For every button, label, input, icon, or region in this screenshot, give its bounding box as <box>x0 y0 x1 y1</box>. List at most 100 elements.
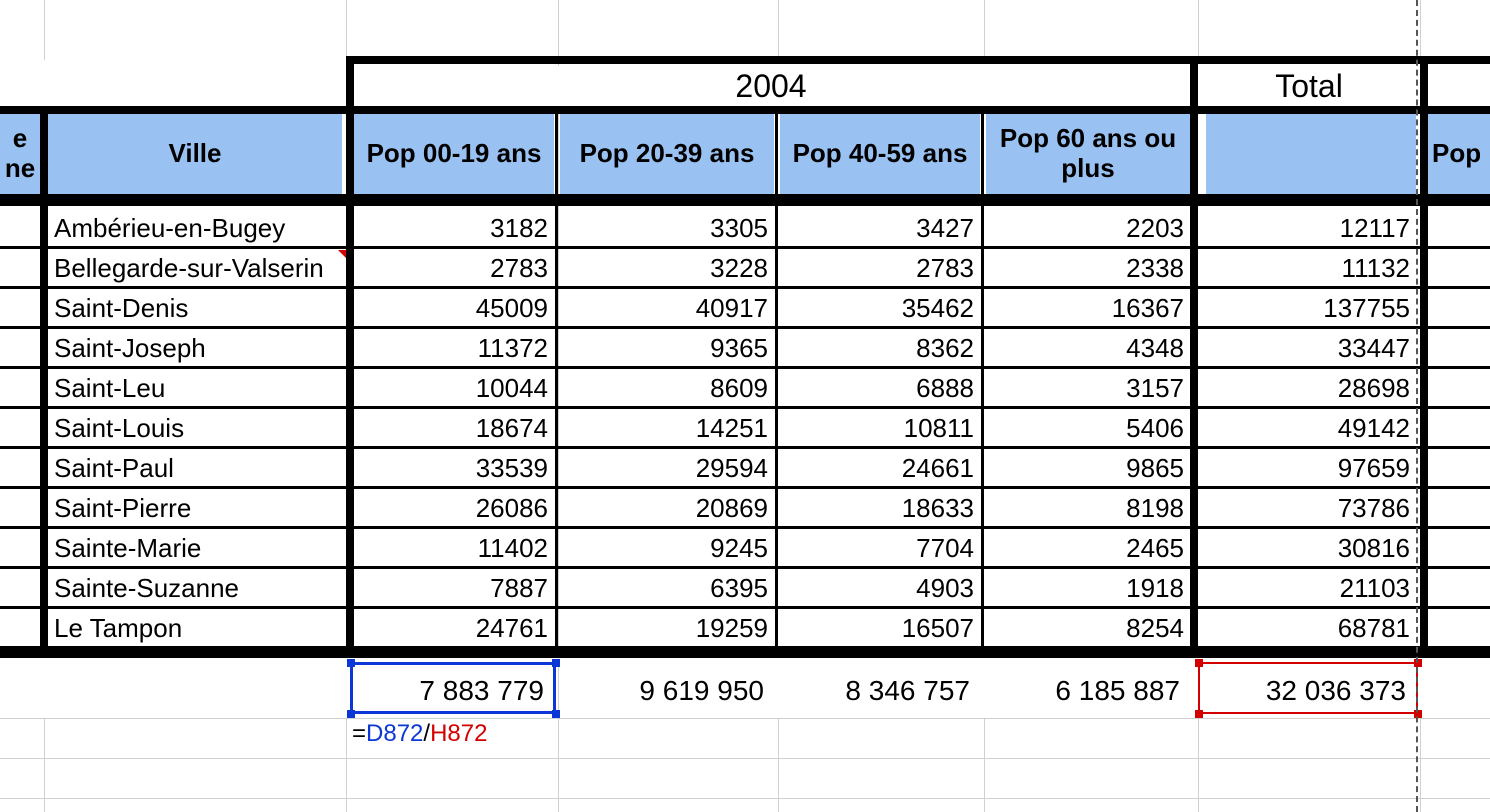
cell-total[interactable]: 12117 <box>1206 210 1416 246</box>
cell-ville[interactable]: Saint-Pierre <box>48 490 346 526</box>
header-colA[interactable]: e ne <box>0 114 40 194</box>
cell-pop2[interactable]: 6888 <box>780 370 980 406</box>
cell-total[interactable]: 97659 <box>1206 450 1416 486</box>
cell-pop2[interactable]: 16507 <box>780 610 980 646</box>
cell-pop1[interactable]: 9365 <box>560 330 774 366</box>
cell-pop3[interactable]: 2465 <box>986 530 1190 566</box>
formula-ref1: D872 <box>366 720 423 747</box>
totals-pop2[interactable]: 8 346 757 <box>780 670 980 712</box>
cell-pop1[interactable]: 6395 <box>560 570 774 606</box>
header-pop1[interactable]: Pop 20-39 ans <box>560 114 774 194</box>
cell-ville[interactable]: Saint-Joseph <box>48 330 346 366</box>
comment-indicator-icon[interactable] <box>338 250 346 258</box>
header-pop2[interactable]: Pop 40-59 ans <box>780 114 980 194</box>
total-title[interactable]: Total <box>1206 66 1412 106</box>
selection-handle[interactable] <box>347 659 355 667</box>
cell-total[interactable]: 33447 <box>1206 330 1416 366</box>
cell-pop1[interactable]: 40917 <box>560 290 774 326</box>
cell-pop3[interactable]: 4348 <box>986 330 1190 366</box>
cell-ville[interactable]: Le Tampon <box>48 610 346 646</box>
selection-handle[interactable] <box>1195 659 1203 667</box>
totals-grand[interactable]: 32 036 373 <box>1206 670 1416 712</box>
header-popH[interactable]: Pop <box>1428 114 1490 194</box>
cell-pop0[interactable]: 24761 <box>354 610 554 646</box>
cell-ville[interactable]: Saint-Louis <box>48 410 346 446</box>
cell-pop1[interactable]: 14251 <box>560 410 774 446</box>
cell-pop1[interactable]: 19259 <box>560 610 774 646</box>
year-title[interactable]: 2004 <box>358 66 1184 106</box>
totals-pop0[interactable]: 7 883 779 <box>354 670 554 712</box>
header-pop0[interactable]: Pop 00-19 ans <box>354 114 554 194</box>
header-ville[interactable]: Ville <box>48 114 342 194</box>
cell-ville[interactable]: Sainte-Suzanne <box>48 570 346 606</box>
cell-pop2[interactable]: 24661 <box>780 450 980 486</box>
cell-pop0[interactable]: 45009 <box>354 290 554 326</box>
formula-text: =D872/H872 <box>352 720 487 748</box>
cell-pop1[interactable]: 8609 <box>560 370 774 406</box>
cell-total[interactable]: 30816 <box>1206 530 1416 566</box>
cell-pop3[interactable]: 2338 <box>986 250 1190 286</box>
spreadsheet-viewport[interactable]: { "layout": { "cols": { "leftEdge": 0, "… <box>0 0 1490 812</box>
cell-pop0[interactable]: 2783 <box>354 250 554 286</box>
selection-handle[interactable] <box>347 710 355 718</box>
cell-pop0[interactable]: 7887 <box>354 570 554 606</box>
selection-handle[interactable] <box>552 659 560 667</box>
border <box>0 646 1490 658</box>
cell-total[interactable]: 11132 <box>1206 250 1416 286</box>
border <box>555 206 558 646</box>
cell-pop1[interactable]: 20869 <box>560 490 774 526</box>
cell-ville[interactable]: Sainte-Marie <box>48 530 346 566</box>
cell-pop0[interactable]: 10044 <box>354 370 554 406</box>
cell-pop0[interactable]: 33539 <box>354 450 554 486</box>
cell-pop3[interactable]: 2203 <box>986 210 1190 246</box>
cell-ville[interactable]: Saint-Leu <box>48 370 346 406</box>
border <box>0 194 1490 206</box>
cell-total[interactable]: 68781 <box>1206 610 1416 646</box>
cell-total[interactable]: 28698 <box>1206 370 1416 406</box>
cell-pop1[interactable]: 29594 <box>560 450 774 486</box>
cell-ville[interactable]: Bellegarde-sur-Valserin <box>48 250 346 286</box>
border <box>40 206 48 658</box>
formula-tooltip: =D872/H872 <box>352 718 612 750</box>
cell-pop2[interactable]: 35462 <box>780 290 980 326</box>
cell-ville[interactable]: Ambérieu-en-Bugey <box>48 210 346 246</box>
cell-pop1[interactable]: 9245 <box>560 530 774 566</box>
cell-pop0[interactable]: 11402 <box>354 530 554 566</box>
cell-pop0[interactable]: 26086 <box>354 490 554 526</box>
cell-pop3[interactable]: 1918 <box>986 570 1190 606</box>
cell-pop2[interactable]: 2783 <box>780 250 980 286</box>
border <box>346 106 354 202</box>
cell-pop3[interactable]: 3157 <box>986 370 1190 406</box>
cell-pop2[interactable]: 7704 <box>780 530 980 566</box>
cell-pop3[interactable]: 9865 <box>986 450 1190 486</box>
cell-total[interactable]: 73786 <box>1206 490 1416 526</box>
cell-pop1[interactable]: 3228 <box>560 250 774 286</box>
selection-handle[interactable] <box>1195 710 1203 718</box>
cell-pop0[interactable]: 11372 <box>354 330 554 366</box>
cell-pop2[interactable]: 10811 <box>780 410 980 446</box>
cell-pop2[interactable]: 18633 <box>780 490 980 526</box>
cell-total[interactable]: 49142 <box>1206 410 1416 446</box>
header-total[interactable] <box>1206 114 1416 194</box>
cell-pop0[interactable]: 18674 <box>354 410 554 446</box>
header-pop3[interactable]: Pop 60 ans ou plus <box>986 114 1190 194</box>
cell-pop2[interactable]: 3427 <box>780 210 980 246</box>
border <box>346 206 354 658</box>
cell-total[interactable]: 21103 <box>1206 570 1416 606</box>
selection-handle[interactable] <box>552 710 560 718</box>
border <box>0 566 1490 569</box>
cell-pop3[interactable]: 5406 <box>986 410 1190 446</box>
cell-pop2[interactable]: 8362 <box>780 330 980 366</box>
cell-pop3[interactable]: 16367 <box>986 290 1190 326</box>
totals-pop1[interactable]: 9 619 950 <box>560 670 774 712</box>
cell-total[interactable]: 137755 <box>1206 290 1416 326</box>
cell-ville[interactable]: Saint-Denis <box>48 290 346 326</box>
cell-pop3[interactable]: 8254 <box>986 610 1190 646</box>
cell-pop2[interactable]: 4903 <box>780 570 980 606</box>
cell-pop3[interactable]: 8198 <box>986 490 1190 526</box>
border <box>0 446 1490 449</box>
cell-pop0[interactable]: 3182 <box>354 210 554 246</box>
totals-pop3[interactable]: 6 185 887 <box>986 670 1190 712</box>
cell-ville[interactable]: Saint-Paul <box>48 450 346 486</box>
cell-pop1[interactable]: 3305 <box>560 210 774 246</box>
